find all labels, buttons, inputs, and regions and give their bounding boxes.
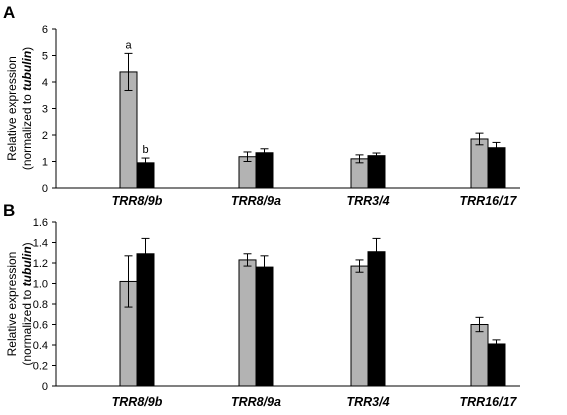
panel-a-y-tick-label: 3 — [42, 104, 48, 116]
panel-b-y-tick-label: 1.6 — [33, 217, 48, 229]
panel-b-bar-trr8-9a-s2 — [255, 266, 274, 387]
panel-b-y-axis-title-line1: Relative expression — [5, 252, 19, 357]
panel-b-y-tick-label: 1.2 — [33, 258, 48, 270]
panel-b-bar-trr16-17-s1 — [470, 324, 489, 387]
panel-a-category-label: TRR3/4 — [346, 194, 389, 208]
panel-b-category-label: TRR3/4 — [346, 395, 389, 409]
panel-a: A 0 1 2 3 4 5 6 Relative expression (normalized … — [3, 3, 520, 208]
panel-label-a: A — [3, 3, 15, 22]
panel-a-category-label: TRR8/9b — [112, 194, 163, 208]
panel-b: B 0 0.2 0.4 0.6 0.8 1.0 1.2 1.4 1.6 Relative expr… — [3, 201, 520, 409]
panel-b-y-tick-label: 0 — [42, 381, 48, 393]
panel-b-y-tick-label: 1.4 — [33, 238, 48, 250]
panel-b-bar-trr3-4-s2 — [367, 251, 386, 387]
panel-a-bar-trr8-9a-s2 — [255, 152, 274, 189]
panel-a-y-axis-title-line1: Relative expression — [5, 56, 19, 161]
panel-b-category-label: TRR16/17 — [460, 395, 518, 409]
panel-a-significance-label: b — [142, 144, 148, 156]
panel-a-y-tick-label: 6 — [42, 24, 48, 36]
panel-b-bar-trr8-9b-s2 — [136, 253, 155, 387]
panel-a-significance-label: a — [125, 39, 132, 51]
panel-a-y-tick-label: 2 — [42, 130, 48, 142]
panel-b-y-tick-label: 0.6 — [33, 320, 48, 332]
panel-label-b: B — [3, 201, 15, 220]
panel-b-y-tick-label: 0.8 — [33, 299, 48, 311]
panel-b-bar-trr16-17-s2 — [487, 343, 506, 387]
panel-b-category-label: TRR8/9b — [112, 395, 163, 409]
panel-b-bar-trr3-4-s1 — [350, 265, 369, 387]
panel-b-y-tick-label: 1.0 — [33, 279, 48, 291]
panel-b-category-label: TRR8/9a — [231, 395, 281, 409]
panel-b-y-axis-title-line2: (normalized to tubulin) — [20, 242, 34, 365]
panel-b-y-tick-label: 0.2 — [33, 361, 48, 373]
panel-a-y-tick-label: 0 — [42, 183, 48, 195]
panel-a-bar-trr16-17-s1 — [470, 138, 489, 189]
panel-a-category-label: TRR16/17 — [460, 194, 518, 208]
panel-a-y-axis-title-line2: (normalized to tubulin) — [20, 47, 34, 170]
panel-a-category-label: TRR8/9a — [231, 194, 281, 208]
panel-b-bar-trr8-9a-s1 — [238, 259, 257, 387]
panel-a-bar-trr3-4-s2 — [367, 155, 386, 189]
panel-a-bar-trr16-17-s2 — [487, 147, 506, 189]
panel-b-y-tick-label: 0.4 — [33, 340, 48, 352]
panel-a-y-tick-label: 5 — [42, 51, 48, 63]
panel-a-y-tick-label: 4 — [42, 77, 48, 89]
panel-a-y-tick-label: 1 — [42, 157, 48, 169]
